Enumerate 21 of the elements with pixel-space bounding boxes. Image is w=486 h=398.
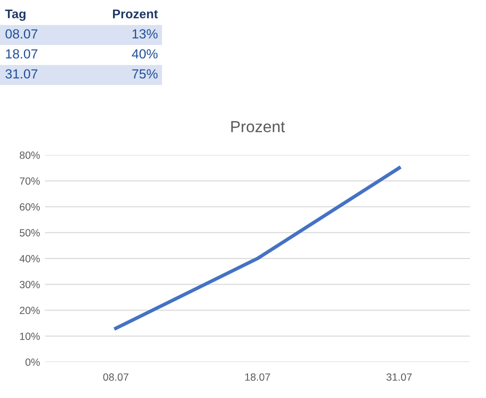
- y-tick-label: 20%: [20, 306, 40, 314]
- y-tick-label: 40%: [20, 255, 40, 262]
- y-tick-label: 80%: [20, 152, 40, 159]
- text: 08.07: [6, 29, 38, 39]
- y-tick-label: 50%: [20, 229, 40, 236]
- text: 13%: [132, 29, 158, 39]
- text: 18.07: [6, 49, 38, 59]
- text: 75%: [132, 69, 158, 79]
- y-tick-label: 30%: [20, 280, 40, 288]
- y-tick-label: 10%: [20, 332, 40, 340]
- x-tick-label: 08.07: [103, 373, 128, 381]
- chart-title: Prozent: [231, 121, 285, 132]
- text: 31.07: [6, 69, 38, 79]
- y-tick-label: 70%: [20, 177, 40, 185]
- text: Tag: [5, 10, 26, 21]
- y-tick-label: 60%: [20, 203, 40, 211]
- text: 40%: [132, 49, 158, 59]
- x-tick-label: 18.07: [245, 373, 270, 381]
- text: Prozent: [113, 10, 158, 18]
- x-tick-label: 31.07: [386, 373, 412, 381]
- y-tick-label: 0%: [25, 358, 40, 366]
